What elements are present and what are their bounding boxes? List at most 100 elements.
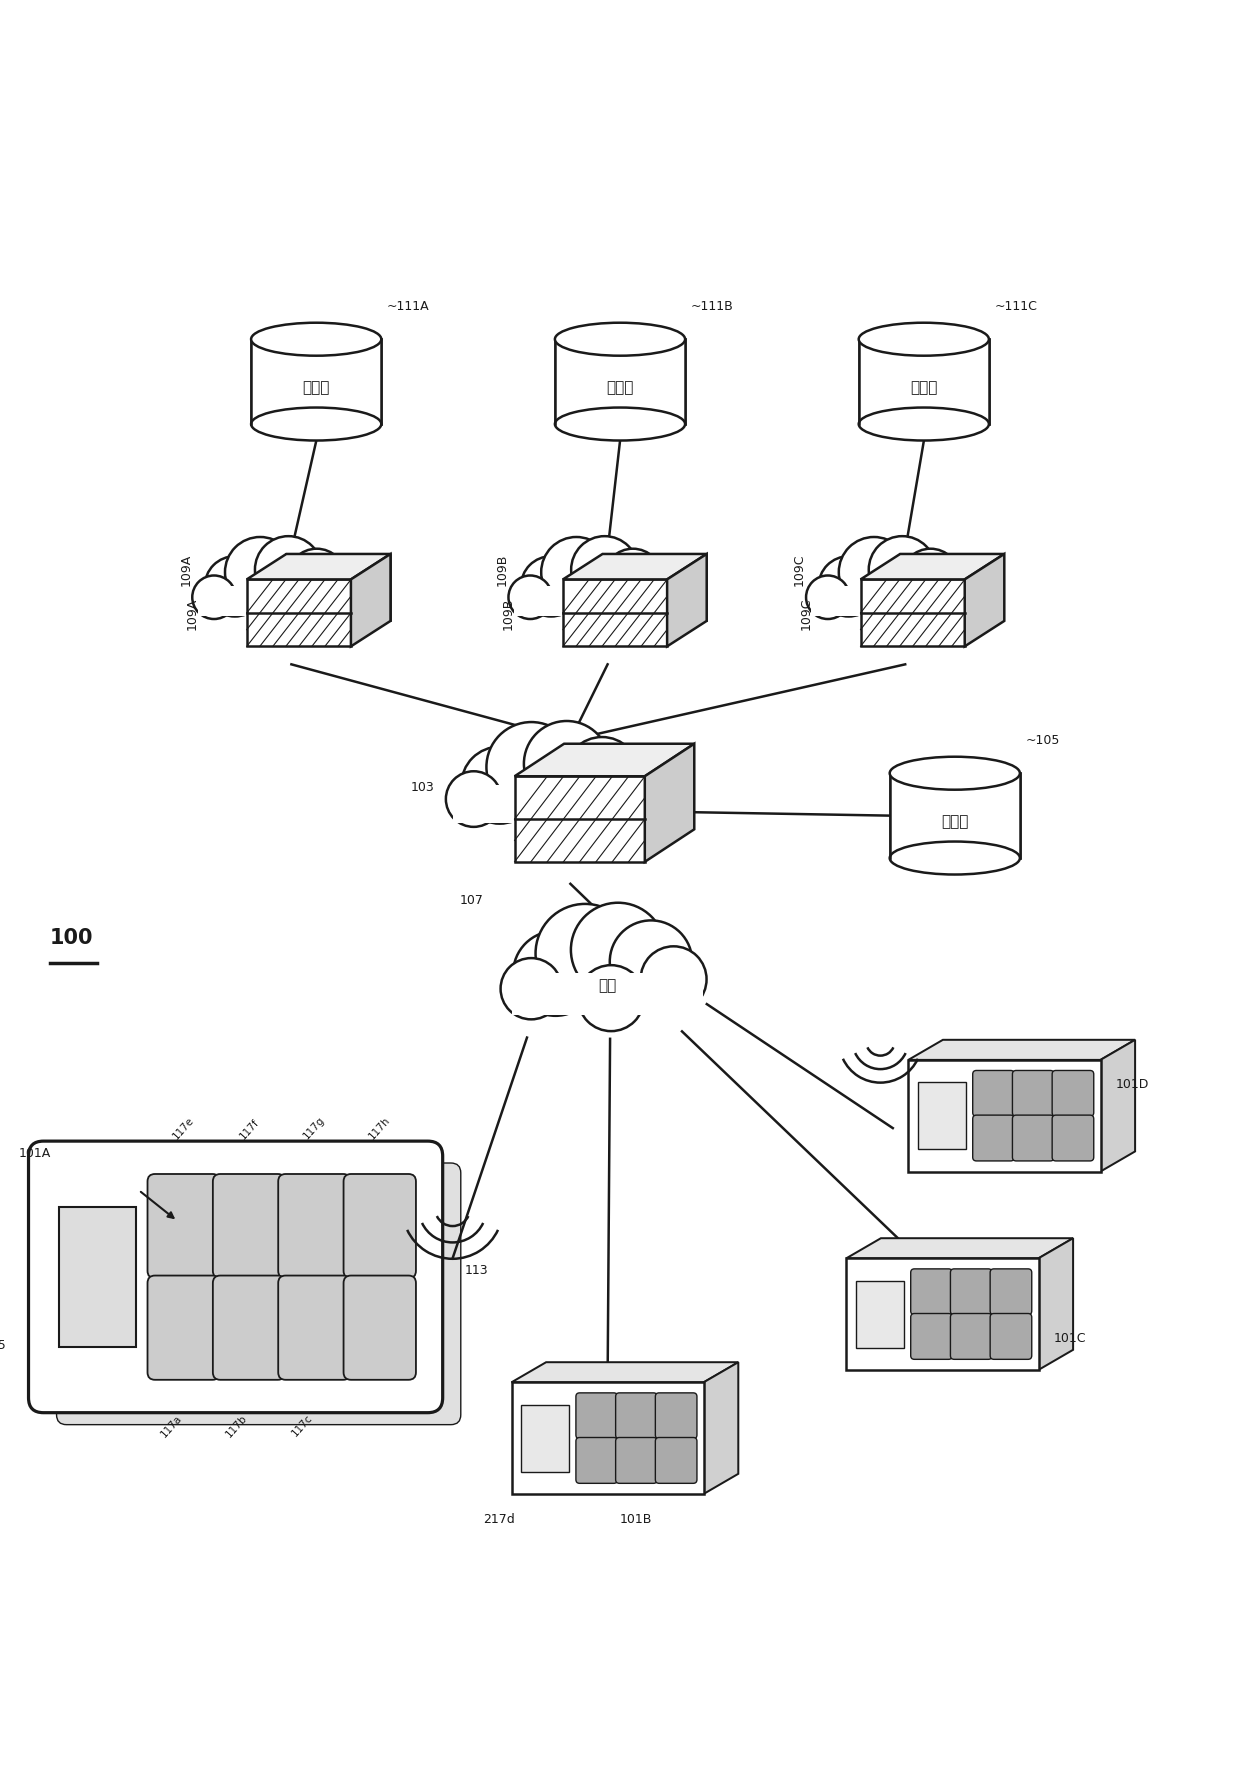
Text: 217d: 217d <box>482 1512 515 1526</box>
Text: ~105: ~105 <box>1025 734 1060 748</box>
Polygon shape <box>667 553 707 646</box>
Circle shape <box>869 536 936 603</box>
Polygon shape <box>846 1258 1039 1369</box>
Circle shape <box>629 568 676 614</box>
Polygon shape <box>511 1382 704 1494</box>
Bar <box>918 1082 966 1150</box>
Circle shape <box>596 760 656 821</box>
Polygon shape <box>811 587 975 616</box>
FancyBboxPatch shape <box>213 1175 285 1278</box>
Text: ~111A: ~111A <box>387 300 429 314</box>
Polygon shape <box>454 785 657 823</box>
Polygon shape <box>900 553 1004 621</box>
FancyBboxPatch shape <box>343 1175 415 1278</box>
FancyBboxPatch shape <box>991 1269 1032 1316</box>
Text: 113: 113 <box>465 1264 489 1276</box>
Circle shape <box>513 932 598 1016</box>
Circle shape <box>873 580 920 627</box>
Circle shape <box>521 557 582 616</box>
Text: 101B: 101B <box>620 1512 652 1526</box>
FancyBboxPatch shape <box>148 1276 219 1380</box>
Text: 109A: 109A <box>186 598 198 630</box>
Ellipse shape <box>890 841 1021 875</box>
Text: 117e: 117e <box>171 1116 196 1141</box>
Text: 100: 100 <box>50 928 93 948</box>
FancyBboxPatch shape <box>1053 1071 1094 1116</box>
Circle shape <box>446 771 501 826</box>
Polygon shape <box>515 744 694 776</box>
Text: 115: 115 <box>0 1339 6 1351</box>
Circle shape <box>501 959 562 1019</box>
Circle shape <box>224 537 295 607</box>
FancyBboxPatch shape <box>950 1314 992 1360</box>
Circle shape <box>818 557 879 616</box>
Text: 117c: 117c <box>290 1412 314 1439</box>
FancyBboxPatch shape <box>991 1314 1032 1360</box>
Circle shape <box>205 557 265 616</box>
Text: 109C: 109C <box>794 553 806 585</box>
FancyBboxPatch shape <box>57 1164 461 1424</box>
Polygon shape <box>846 1239 1073 1258</box>
Circle shape <box>572 536 639 603</box>
Text: 117f: 117f <box>237 1117 260 1141</box>
Bar <box>58 1207 135 1348</box>
Ellipse shape <box>556 407 684 441</box>
Circle shape <box>575 580 622 627</box>
Polygon shape <box>563 580 667 646</box>
Text: 117b: 117b <box>224 1412 249 1439</box>
Ellipse shape <box>556 323 684 355</box>
Circle shape <box>604 548 662 607</box>
FancyBboxPatch shape <box>656 1392 697 1439</box>
Circle shape <box>641 946 707 1012</box>
Polygon shape <box>564 744 694 830</box>
FancyBboxPatch shape <box>1012 1071 1054 1116</box>
FancyBboxPatch shape <box>278 1175 351 1278</box>
Text: 网络: 网络 <box>599 978 616 992</box>
FancyBboxPatch shape <box>278 1276 351 1380</box>
FancyBboxPatch shape <box>972 1116 1014 1160</box>
Polygon shape <box>247 580 351 646</box>
Polygon shape <box>197 587 361 616</box>
FancyBboxPatch shape <box>343 1276 415 1380</box>
Circle shape <box>570 903 665 998</box>
Text: 107: 107 <box>460 894 484 907</box>
Polygon shape <box>965 553 1004 646</box>
FancyBboxPatch shape <box>950 1269 992 1316</box>
Text: 103: 103 <box>410 780 434 794</box>
Circle shape <box>192 575 236 619</box>
Ellipse shape <box>890 757 1021 789</box>
Text: 数据库: 数据库 <box>941 814 968 830</box>
Text: ~111B: ~111B <box>691 300 733 314</box>
Text: 101A: 101A <box>19 1146 51 1160</box>
Polygon shape <box>351 553 391 646</box>
Circle shape <box>255 536 322 603</box>
Polygon shape <box>513 587 677 616</box>
Bar <box>521 1405 569 1471</box>
Text: 109B: 109B <box>496 553 508 585</box>
FancyBboxPatch shape <box>656 1437 697 1483</box>
Ellipse shape <box>250 407 381 441</box>
Text: 109B: 109B <box>502 598 515 630</box>
Circle shape <box>578 966 644 1032</box>
Polygon shape <box>704 1362 738 1494</box>
FancyBboxPatch shape <box>213 1276 285 1380</box>
Polygon shape <box>247 553 391 580</box>
Polygon shape <box>861 553 1004 580</box>
Ellipse shape <box>250 323 381 355</box>
Bar <box>856 1280 904 1348</box>
FancyBboxPatch shape <box>1012 1116 1054 1160</box>
Text: 数据库: 数据库 <box>910 380 937 394</box>
Polygon shape <box>286 553 391 621</box>
Text: 101C: 101C <box>1054 1332 1086 1346</box>
Text: 数据库: 数据库 <box>303 380 330 394</box>
Polygon shape <box>908 1060 1101 1171</box>
Circle shape <box>541 537 611 607</box>
Polygon shape <box>908 1041 1135 1060</box>
Polygon shape <box>250 339 382 425</box>
FancyBboxPatch shape <box>148 1175 219 1278</box>
Polygon shape <box>645 744 694 862</box>
FancyBboxPatch shape <box>575 1437 618 1483</box>
Polygon shape <box>556 339 684 425</box>
Circle shape <box>838 537 909 607</box>
FancyBboxPatch shape <box>1053 1116 1094 1160</box>
